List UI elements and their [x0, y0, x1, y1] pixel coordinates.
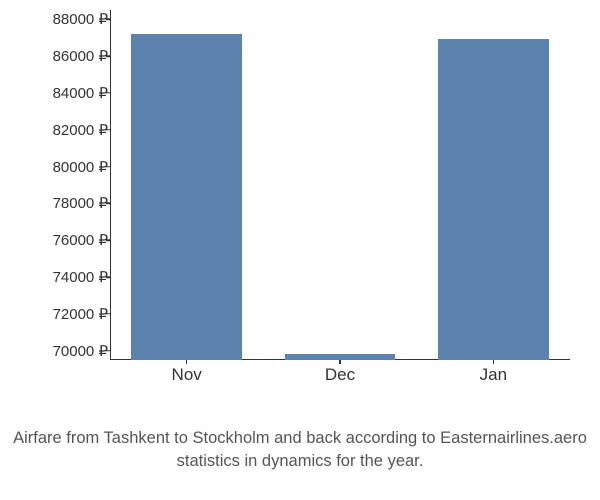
- x-tick-mark: [186, 360, 188, 364]
- x-tick-label: Jan: [480, 365, 507, 385]
- x-tick-label: Nov: [172, 365, 202, 385]
- bar: [438, 39, 548, 360]
- bars-group: [20, 10, 580, 360]
- chart-caption: Airfare from Tashkent to Stockholm and b…: [0, 427, 600, 472]
- x-tick-mark: [493, 360, 495, 364]
- x-tick-label: Dec: [325, 365, 355, 385]
- chart-container: 70000 ₽72000 ₽74000 ₽76000 ₽78000 ₽80000…: [20, 10, 580, 390]
- bar: [131, 34, 241, 360]
- x-tick-mark: [339, 360, 341, 364]
